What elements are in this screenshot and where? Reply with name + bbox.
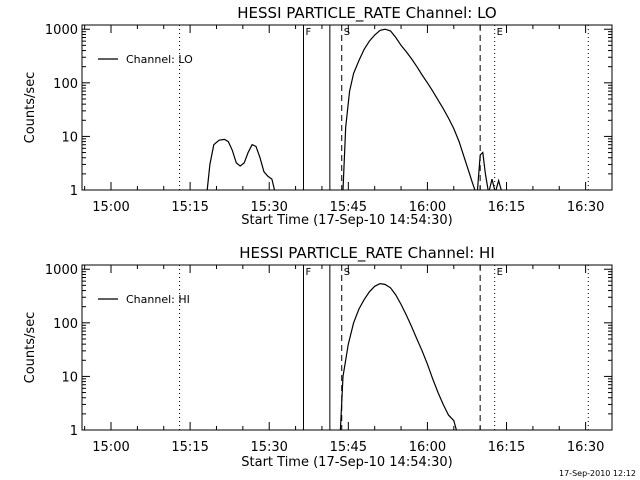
y-tick-label: 1000: [45, 23, 78, 38]
series-line: [342, 28, 476, 191]
x-tick-label: 15:00: [92, 200, 129, 215]
chart-title: HESSI PARTICLE_RATE Channel: LO: [237, 4, 496, 23]
panel-lo: HESSI PARTICLE_RATE Channel: LO Start Tim…: [23, 4, 613, 228]
x-tick-label: 16:00: [409, 200, 446, 215]
x-tick-label: 15:15: [171, 440, 208, 455]
x-tick-label: 15:00: [92, 440, 129, 455]
x-axis-label: Start Time (17-Sep-10 14:54:30): [241, 455, 452, 470]
x-tick-label: 16:15: [488, 440, 525, 455]
y-axis-label: Counts/sec: [23, 72, 38, 144]
series-line: [495, 178, 502, 191]
x-tick-label: 15:45: [330, 440, 367, 455]
marker-label: S: [344, 267, 350, 278]
y-tick-label: 1: [70, 184, 78, 199]
marker-label: E: [497, 267, 503, 278]
series-line: [206, 138, 276, 191]
x-tick-label: 16:15: [488, 200, 525, 215]
legend-label: Channel: HI: [126, 293, 190, 306]
x-tick-label: 16:00: [409, 440, 446, 455]
plot-frame: [81, 264, 613, 431]
chart-title: HESSI PARTICLE_RATE Channel: HI: [239, 244, 495, 263]
marker-label: F: [305, 27, 311, 38]
panel-hi: HESSI PARTICLE_RATE Channel: HI Start Tim…: [23, 244, 613, 470]
y-tick-label: 10: [61, 130, 78, 145]
series-line: [339, 282, 457, 431]
plot-frame: [81, 24, 613, 191]
y-axis-label: Counts/sec: [23, 312, 38, 384]
y-tick-label: 10: [61, 370, 78, 385]
x-tick-label: 15:45: [330, 200, 367, 215]
y-tick-label: 1000: [45, 263, 78, 278]
legend-label: Channel: LO: [126, 53, 193, 66]
marker-label: F: [305, 267, 311, 278]
y-tick-label: 1: [70, 424, 78, 439]
series-line: [488, 178, 496, 191]
x-tick-label: 16:30: [567, 440, 604, 455]
x-tick-label: 15:30: [250, 440, 287, 455]
y-tick-label: 100: [53, 317, 78, 332]
marker-label: E: [497, 27, 503, 38]
x-axis-label: Start Time (17-Sep-10 14:54:30): [241, 213, 452, 228]
series-line: [476, 151, 489, 191]
timestamp: 17-Sep-2010 12:12: [559, 469, 636, 478]
x-tick-label: 16:30: [567, 200, 604, 215]
marker-label: S: [344, 27, 350, 38]
x-tick-label: 15:15: [171, 200, 208, 215]
y-tick-label: 100: [53, 77, 78, 92]
x-tick-label: 15:30: [250, 200, 287, 215]
